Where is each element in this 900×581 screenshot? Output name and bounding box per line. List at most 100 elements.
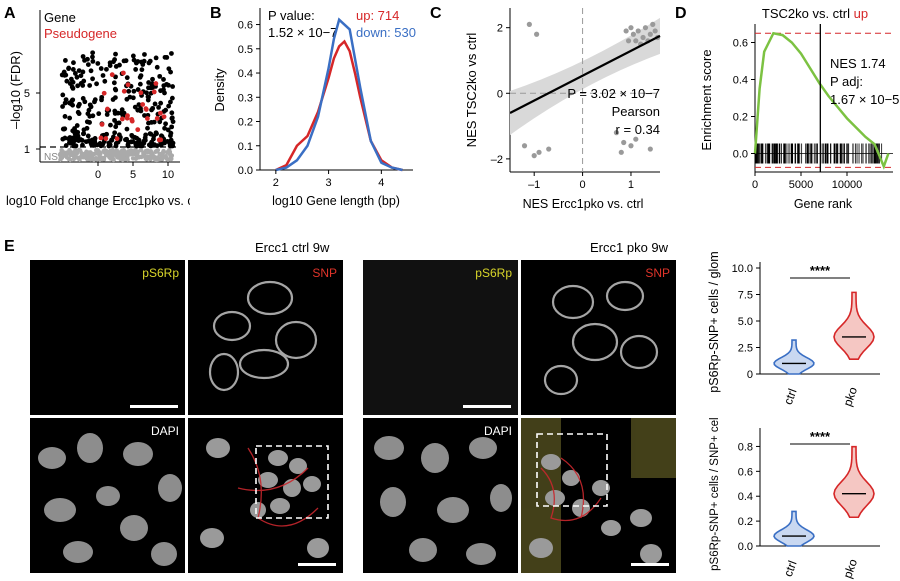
gene-point xyxy=(113,64,119,69)
y-tick-label: 0.4 xyxy=(238,68,253,80)
violin-top: **** 0 2.5 5.0 7.5 10.0 ctrl pko pS6Rp-SNP+ … xyxy=(707,251,880,408)
ns-point xyxy=(169,156,174,162)
panel-e-label: E xyxy=(4,238,15,255)
gene-point xyxy=(158,88,163,94)
gene-point xyxy=(77,101,82,107)
gene-point xyxy=(78,81,84,86)
gene-point xyxy=(142,113,147,118)
gene-point xyxy=(146,80,152,85)
gene-point xyxy=(138,106,143,111)
gene-point xyxy=(152,101,158,107)
gene-point xyxy=(142,52,147,57)
gene-point xyxy=(71,60,76,66)
pseudogene-point xyxy=(121,88,127,94)
gene-point xyxy=(80,69,86,75)
gene-point xyxy=(111,134,116,140)
gene-point xyxy=(149,107,154,113)
y-tick-label: 0.2 xyxy=(238,117,253,129)
pearson-r: r = 0.34 xyxy=(616,122,660,137)
scale-bar xyxy=(631,563,669,566)
pko-ps6rp-image: pS6Rp xyxy=(363,260,518,415)
gene-point xyxy=(113,87,119,93)
gene-point xyxy=(96,111,102,117)
gene-point xyxy=(145,94,151,100)
legend-ns: NS xyxy=(44,152,58,163)
ctrl-ps6rp-image: pS6Rp xyxy=(30,260,185,415)
violin-ctrl xyxy=(773,339,815,375)
y-tick-label: 7.5 xyxy=(738,290,753,302)
legend-pseudogene: Pseudogene xyxy=(44,26,117,41)
panel-c-xlabel: NES Ercc1pko vs. ctrl xyxy=(523,197,644,211)
gene-point xyxy=(146,120,151,126)
nes-point xyxy=(526,21,532,27)
pseudogene-point xyxy=(153,81,159,86)
panel-a-ylabel: –log10 (FDR) xyxy=(8,51,23,129)
gene-point xyxy=(61,126,67,132)
ns-point xyxy=(122,150,127,156)
gene-point xyxy=(137,74,143,80)
pseudogene-point xyxy=(103,136,109,141)
gene-point xyxy=(166,103,172,109)
gene-point xyxy=(149,81,155,87)
ns-point xyxy=(147,154,152,160)
ns-point xyxy=(167,147,172,153)
roi-box xyxy=(536,433,608,507)
nes-point xyxy=(633,38,639,44)
gene-point xyxy=(68,76,74,82)
pseudogene-point xyxy=(145,116,150,121)
y-tick-label: 10.0 xyxy=(732,263,753,275)
nes-point xyxy=(635,28,641,34)
y-tick-label: –2 xyxy=(491,154,503,166)
y-tick-label: 0.2 xyxy=(733,112,748,124)
gene-point xyxy=(70,67,76,72)
ns-point xyxy=(77,147,82,153)
y-tick-label: 2 xyxy=(497,23,503,35)
pseudogene-point xyxy=(109,72,115,78)
ns-point xyxy=(101,155,107,161)
gene-point xyxy=(94,81,99,87)
y-tick-label: 0.3 xyxy=(238,92,253,104)
gene-point xyxy=(124,75,130,81)
gene-point xyxy=(60,92,66,98)
gene-point xyxy=(106,143,112,149)
svg-text:5: 5 xyxy=(24,88,30,100)
gene-point xyxy=(100,141,106,147)
panel-b-yticks: 0.0 0.1 0.2 0.3 0.4 0.5 0.6 xyxy=(238,20,260,177)
pseudogene-point xyxy=(158,137,164,143)
gene-point xyxy=(95,61,101,66)
ns-point xyxy=(115,155,121,160)
ns-point xyxy=(107,154,112,160)
gene-point xyxy=(82,57,87,63)
gene-point xyxy=(76,137,82,143)
gene-point xyxy=(124,126,130,132)
y-tick-label: 0.0 xyxy=(738,541,753,553)
ch-label-ps6rp: pS6Rp xyxy=(142,266,179,280)
ns-point xyxy=(84,149,89,154)
gene-point xyxy=(151,119,157,125)
svg-text:10: 10 xyxy=(162,169,174,181)
scale-bar xyxy=(463,405,511,408)
density-down-line xyxy=(275,17,403,172)
svg-text:0: 0 xyxy=(95,169,101,181)
nes-point xyxy=(534,31,540,37)
gene-point xyxy=(169,124,175,130)
gene-point xyxy=(90,76,95,82)
gene-point xyxy=(87,120,92,125)
roi-box xyxy=(255,445,329,519)
y-tick-label: 0 xyxy=(497,88,503,100)
panel-d-yticks: 0.0 0.2 0.4 0.6 xyxy=(733,38,755,161)
gene-point xyxy=(146,60,152,66)
gene-point xyxy=(145,125,150,131)
y-tick-label: 0.0 xyxy=(733,149,748,161)
snp-texture xyxy=(208,280,318,392)
panel-a: A Gene Pseudogene NS 1 5 0 5 10 –log10 (… xyxy=(4,5,190,208)
gene-point xyxy=(94,142,100,148)
gene-point xyxy=(72,71,78,76)
gene-point xyxy=(60,136,66,142)
gene-point xyxy=(74,74,80,80)
gene-point xyxy=(111,80,117,86)
ns-point xyxy=(117,150,122,155)
confidence-band xyxy=(510,17,660,135)
y-tick-label: 0.6 xyxy=(733,38,748,50)
y-tick-label: 0.6 xyxy=(738,466,753,478)
